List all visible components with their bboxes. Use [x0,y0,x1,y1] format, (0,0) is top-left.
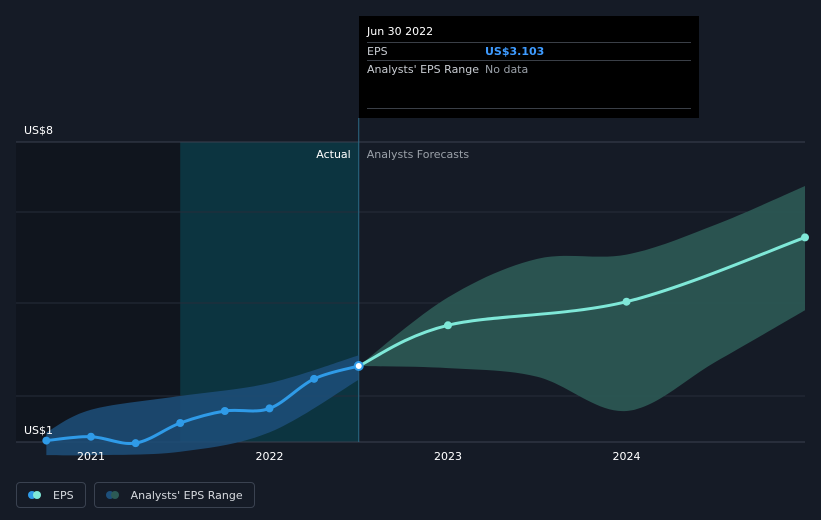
range-band-actual [46,355,359,456]
tooltip-date: Jun 30 2022 [367,25,434,38]
eps-actual-point [353,361,364,371]
x-tick-label: 2022 [255,450,283,463]
eps-actual-point [220,407,229,415]
past-region [16,142,181,442]
eps-actual-point [131,439,140,448]
tooltip-eps-row: EPS US$3.103 [367,42,691,60]
tooltip-eps-value: US$3.103 [485,45,545,58]
legend-range-label: Analysts' EPS Range [130,488,243,502]
y-tick-label-top: US$8 [24,124,53,137]
forecast-label: Analysts Forecasts [367,148,470,161]
range-legend-icon [105,491,122,499]
eps-line-forecast [358,236,806,368]
tooltip-range-label: Analysts' EPS Range [367,63,480,76]
eps-forecast-point [801,233,809,242]
eps-forecast-point [443,321,452,330]
eps-actual-point [176,419,185,427]
eps-actual-point [86,432,95,441]
eps-forecast-point [622,297,631,306]
eps-actual-point [265,404,274,413]
x-tick-label: 2023 [434,450,462,463]
y-tick-label-bottom: US$1 [24,424,53,437]
tooltip-eps-label: EPS [367,45,388,58]
legend-eps-label: EPS [53,488,74,502]
eps-actual-point [310,374,319,383]
tooltip-divider [367,108,691,109]
actual-label: Actual [316,148,350,161]
tooltip-range-value: No data [485,63,529,76]
legend: EPS Analysts' EPS Range [16,482,255,508]
legend-item-range[interactable]: Analysts' EPS Range [93,482,255,508]
range-band-forecast [358,186,805,412]
eps-actual-point [42,436,51,445]
tooltip-range-row: Analysts' EPS Range No data [367,60,691,78]
legend-item-eps[interactable]: EPS [16,482,86,508]
x-tick-label: 2024 [612,450,640,463]
tooltip: Jun 30 2022 EPS US$3.103 Analysts' EPS R… [359,16,699,118]
x-tick-label: 2021 [77,450,105,463]
eps-legend-icon [28,491,44,499]
